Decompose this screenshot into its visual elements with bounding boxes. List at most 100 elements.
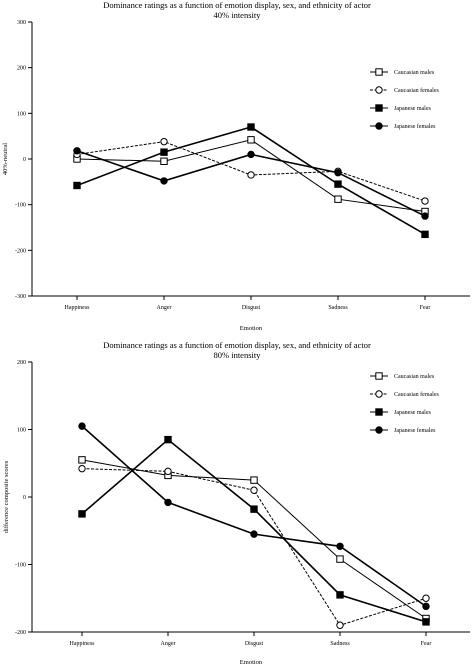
chart2-legend-label-caucasian-females: Caucasian females bbox=[394, 391, 439, 398]
chart2-y-tick-label: -100 bbox=[15, 563, 26, 569]
chart1-point-caucasian-females-disgust bbox=[247, 171, 255, 179]
chart1-y-tick-label: 200 bbox=[17, 66, 26, 72]
chart1-x-axis-title: Emotion bbox=[240, 325, 263, 332]
chart2-y-axis-title: difference composite scores bbox=[3, 460, 10, 533]
chart2-point-japanese-males-anger bbox=[164, 435, 172, 444]
chart2-legend-label-japanese-females: Japanese females bbox=[394, 427, 436, 434]
chart1-legend-marker-caucasian-males bbox=[375, 68, 383, 76]
chart1-legend-label-japanese-males: Japanese males bbox=[394, 106, 431, 112]
chart2-legend-marker-japanese-males bbox=[375, 408, 383, 416]
chart2-legend-label-caucasian-males: Caucasian males bbox=[394, 374, 435, 380]
chart1-y-tick-label: -100 bbox=[15, 203, 26, 209]
chart2-point-caucasian-females-happiness bbox=[78, 464, 86, 473]
chart2-series-japanese-males bbox=[78, 435, 430, 626]
chart2-x-tick-label-sadness: Sadness bbox=[330, 641, 350, 647]
chart1-x-tick-label-happiness: Happiness bbox=[65, 305, 91, 311]
chart1-y-tick-label: -300 bbox=[15, 294, 26, 300]
chart1-legend-label-japanese-females: Japanese females bbox=[394, 123, 436, 130]
chart1-subtitle: 40% intensity bbox=[214, 10, 262, 20]
chart1-point-japanese-females-happiness bbox=[73, 147, 81, 155]
chart2-point-japanese-females-happiness bbox=[78, 422, 86, 430]
chart2-line-japanese-females bbox=[81, 425, 427, 608]
chart2-point-caucasian-males-disgust bbox=[250, 476, 258, 484]
chart1-x-tick-label-anger: Anger bbox=[157, 305, 172, 311]
chart2-point-japanese-females-sadness bbox=[336, 542, 344, 550]
chart1-series-japanese-males bbox=[73, 123, 429, 239]
chart2-x-tick-label-fear: Fear bbox=[421, 641, 432, 647]
chart1-legend-marker-japanese-males bbox=[375, 104, 383, 112]
chart1-y-tick-label: -200 bbox=[15, 248, 26, 254]
chart1-point-caucasian-males-sadness bbox=[334, 195, 342, 203]
chart1-y-axis-title: 40%-neutral bbox=[2, 143, 9, 175]
chart2-point-caucasian-females-sadness bbox=[336, 621, 344, 629]
chart1-point-japanese-males-disgust bbox=[247, 123, 255, 131]
chart1-point-caucasian-males-anger bbox=[160, 157, 168, 165]
chart1-legend-entry-japanese-males: Japanese males bbox=[370, 104, 431, 112]
chart2-point-japanese-males-happiness bbox=[78, 510, 86, 518]
chart2-series-caucasian-females bbox=[78, 464, 430, 629]
chart-40-percent: Dominance ratings as a function of emoti… bbox=[2, 0, 470, 332]
chart1-legend-label-caucasian-females: Caucasian females bbox=[394, 87, 439, 94]
chart2-legend-entry-japanese-males: Japanese males bbox=[370, 408, 431, 416]
chart2-point-japanese-males-disgust bbox=[250, 505, 258, 513]
chart1-point-japanese-males-happiness bbox=[73, 181, 81, 190]
chart1-legend-label-caucasian-males: Caucasian males bbox=[394, 70, 435, 76]
chart-40-percent-svg: Dominance ratings as a function of emoti… bbox=[2, 0, 470, 332]
chart1-point-caucasian-females-fear bbox=[421, 197, 429, 205]
chart2-point-japanese-males-sadness bbox=[336, 591, 344, 599]
chart2-legend-label-japanese-males: Japanese males bbox=[394, 410, 431, 416]
chart1-point-japanese-females-sadness bbox=[334, 169, 342, 177]
chart1-point-caucasian-males-disgust bbox=[247, 136, 255, 144]
chart1-series-caucasian-males bbox=[73, 136, 429, 216]
chart1-y-tick-label: 300 bbox=[17, 20, 26, 26]
chart2-point-caucasian-males-sadness bbox=[336, 555, 344, 563]
chart2-x-axis-title: Emotion bbox=[240, 659, 263, 666]
chart2-x-tick-label-anger: Anger bbox=[161, 641, 176, 647]
chart2-y-tick-label: -200 bbox=[15, 630, 26, 636]
chart2-point-caucasian-males-happiness bbox=[78, 456, 86, 464]
chart2-series-caucasian-males bbox=[78, 456, 430, 623]
chart1-series-japanese-females bbox=[73, 147, 429, 220]
chart2-legend-marker-caucasian-males bbox=[375, 372, 383, 380]
chart2-point-japanese-females-fear bbox=[422, 602, 430, 611]
chart1-point-japanese-males-sadness bbox=[334, 180, 342, 188]
chart2-y-tick-label: 100 bbox=[17, 428, 26, 434]
chart1-x-tick-label-sadness: Sadness bbox=[328, 305, 348, 311]
chart1-point-caucasian-females-anger bbox=[160, 137, 168, 146]
chart1-point-japanese-females-disgust bbox=[247, 150, 255, 159]
chart2-x-tick-label-happiness: Happiness bbox=[70, 641, 96, 647]
chart2-x-tick-label-disgust: Disgust bbox=[245, 641, 264, 647]
chart2-legend-entry-japanese-females: Japanese females bbox=[370, 426, 436, 434]
chart2-y-tick-label: 0 bbox=[23, 495, 26, 501]
chart2-point-japanese-females-anger bbox=[164, 498, 172, 507]
chart2-legend-marker-japanese-females bbox=[375, 426, 383, 434]
chart2-title: Dominance ratings as a function of emoti… bbox=[103, 340, 371, 350]
chart1-legend-entry-caucasian-males: Caucasian males bbox=[370, 68, 435, 76]
chart2-legend-marker-caucasian-females bbox=[375, 390, 383, 398]
chart1-x-tick-label-fear: Fear bbox=[420, 305, 431, 311]
chart2-subtitle: 80% intensity bbox=[214, 350, 262, 360]
chart2-point-caucasian-females-anger bbox=[164, 467, 172, 476]
chart1-point-japanese-males-anger bbox=[160, 148, 168, 156]
chart2-legend-entry-caucasian-males: Caucasian males bbox=[370, 372, 435, 380]
chart2-legend-entry-caucasian-females: Caucasian females bbox=[370, 390, 439, 398]
chart1-y-tick-label: 100 bbox=[17, 111, 26, 117]
chart2-point-japanese-males-fear bbox=[422, 618, 430, 626]
chart1-title: Dominance ratings as a function of emoti… bbox=[103, 0, 371, 10]
chart1-point-japanese-females-anger bbox=[160, 177, 168, 185]
chart1-legend-entry-japanese-females: Japanese females bbox=[370, 122, 436, 130]
chart-80-percent: Dominance ratings as a function of emoti… bbox=[0, 338, 474, 668]
chart1-legend-marker-caucasian-females bbox=[375, 86, 383, 94]
chart1-y-tick-label: 0 bbox=[23, 157, 26, 163]
chart1-legend-marker-japanese-females bbox=[375, 122, 383, 130]
chart-80-percent-svg: Dominance ratings as a function of emoti… bbox=[3, 340, 470, 666]
chart1-series-caucasian-females bbox=[73, 137, 429, 205]
chart2-series-japanese-females bbox=[78, 422, 430, 611]
chart1-x-tick-label-disgust: Disgust bbox=[242, 305, 261, 311]
chart1-point-japanese-males-fear bbox=[421, 230, 429, 239]
chart2-point-japanese-females-disgust bbox=[250, 530, 258, 538]
chart2-point-caucasian-females-fear bbox=[422, 594, 430, 602]
chart2-y-tick-label: 200 bbox=[17, 360, 26, 366]
chart1-point-japanese-females-fear bbox=[421, 212, 429, 220]
chart1-legend-entry-caucasian-females: Caucasian females bbox=[370, 86, 439, 94]
